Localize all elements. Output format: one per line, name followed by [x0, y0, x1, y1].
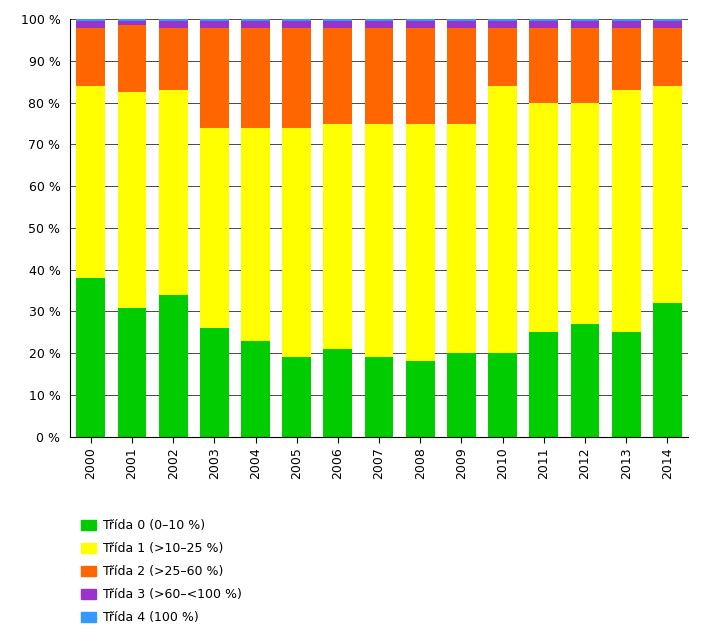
Bar: [488, 28, 517, 86]
Bar: [200, 28, 229, 128]
Bar: [488, 353, 517, 437]
Bar: [653, 19, 682, 21]
Bar: [529, 333, 558, 437]
Bar: [653, 28, 682, 86]
Bar: [282, 21, 311, 28]
Bar: [571, 103, 600, 324]
Bar: [241, 28, 270, 128]
Bar: [653, 86, 682, 303]
Bar: [529, 103, 558, 333]
Bar: [282, 128, 311, 357]
Bar: [653, 303, 682, 437]
Bar: [117, 308, 147, 437]
Bar: [159, 19, 187, 21]
Bar: [488, 19, 517, 21]
Bar: [77, 28, 105, 86]
Bar: [611, 28, 641, 91]
Bar: [447, 353, 476, 437]
Bar: [282, 357, 311, 437]
Bar: [200, 21, 229, 28]
Bar: [488, 21, 517, 28]
Bar: [447, 19, 476, 21]
Bar: [241, 21, 270, 28]
Bar: [571, 324, 600, 437]
Bar: [364, 28, 394, 124]
Bar: [324, 349, 352, 437]
Bar: [529, 21, 558, 28]
Bar: [364, 357, 394, 437]
Bar: [611, 91, 641, 333]
Bar: [117, 21, 147, 26]
Bar: [159, 28, 187, 91]
Bar: [77, 19, 105, 21]
Bar: [406, 28, 435, 124]
Legend: Třída 0 (0–10 %), Třída 1 (>10–25 %), Třída 2 (>25–60 %), Třída 3 (>60–<100 %), : Třída 0 (0–10 %), Třída 1 (>10–25 %), Tř…: [77, 514, 246, 629]
Bar: [406, 124, 435, 361]
Bar: [529, 28, 558, 103]
Bar: [159, 295, 187, 437]
Bar: [324, 21, 352, 28]
Bar: [324, 28, 352, 124]
Bar: [406, 19, 435, 21]
Bar: [282, 28, 311, 128]
Bar: [447, 28, 476, 124]
Bar: [406, 21, 435, 28]
Bar: [117, 26, 147, 92]
Bar: [571, 21, 600, 28]
Bar: [200, 328, 229, 437]
Bar: [529, 19, 558, 21]
Bar: [282, 19, 311, 21]
Bar: [77, 278, 105, 437]
Bar: [117, 92, 147, 308]
Bar: [77, 21, 105, 28]
Bar: [571, 28, 600, 103]
Bar: [241, 128, 270, 340]
Bar: [241, 19, 270, 21]
Bar: [611, 333, 641, 437]
Bar: [447, 21, 476, 28]
Bar: [364, 19, 394, 21]
Bar: [200, 19, 229, 21]
Bar: [653, 21, 682, 28]
Bar: [488, 86, 517, 353]
Bar: [159, 91, 187, 295]
Bar: [406, 361, 435, 437]
Bar: [364, 124, 394, 357]
Bar: [77, 86, 105, 278]
Bar: [324, 19, 352, 21]
Bar: [447, 124, 476, 353]
Bar: [571, 19, 600, 21]
Bar: [117, 19, 147, 21]
Bar: [241, 340, 270, 437]
Bar: [364, 21, 394, 28]
Bar: [200, 128, 229, 328]
Bar: [159, 21, 187, 28]
Bar: [611, 19, 641, 21]
Bar: [324, 124, 352, 349]
Bar: [611, 21, 641, 28]
